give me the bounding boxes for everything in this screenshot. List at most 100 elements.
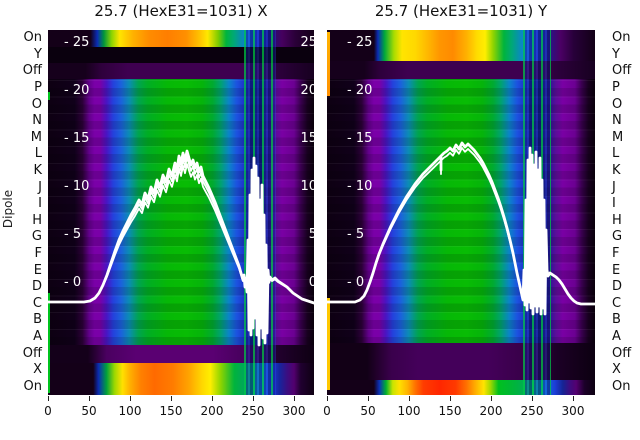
row-label-a: A [612, 328, 621, 344]
x-tick-label: 250 [241, 404, 265, 418]
x-tick-mark [171, 396, 173, 401]
row-label-g: G [31, 229, 42, 245]
value-label-left: - 5 [347, 227, 365, 242]
curve-polyline [327, 141, 595, 316]
row-label-o: O [31, 96, 42, 112]
value-label-left: - 0 [64, 275, 82, 290]
plot-title-y: 25.7 (HexE31=1031) Y [374, 2, 548, 20]
row-label-p: P [34, 80, 42, 96]
value-label-left: - 10 [347, 179, 373, 194]
row-label-x: X [612, 362, 621, 378]
x-tick-label: 300 [561, 404, 585, 418]
x-tick-mark [253, 396, 255, 401]
row-label-g: G [612, 229, 623, 245]
x-tick-mark [368, 396, 370, 401]
value-label-right: 0 [308, 275, 314, 290]
row-label-c: C [32, 295, 42, 311]
row-label-b: B [33, 312, 42, 328]
x-tick-label: 250 [520, 404, 544, 418]
row-label-n: N [612, 113, 622, 129]
value-label-left: - 25 [347, 35, 373, 50]
row-label-d: D [612, 279, 623, 295]
row-label-a: A [33, 328, 42, 344]
x-tick-label: 300 [282, 404, 306, 418]
x-tick-label: 50 [360, 404, 376, 418]
value-label-right: 10 [300, 179, 314, 194]
row-label-p: P [612, 80, 620, 96]
x-tick-label: 200 [200, 404, 224, 418]
row-label-n: N [32, 113, 42, 129]
x-tick-mark [327, 396, 329, 401]
row-label-on: On [23, 30, 42, 46]
row-label-d: D [31, 279, 42, 295]
x-tick-label: 100 [397, 404, 421, 418]
row-label-e: E [612, 262, 621, 278]
x-tick-mark [491, 396, 493, 401]
x-tick-label: 50 [81, 404, 97, 418]
row-label-b: B [612, 312, 621, 328]
value-label-left: - 15 [64, 131, 90, 146]
x-tick-mark [212, 396, 214, 401]
row-label-i: I [38, 196, 42, 212]
heatmap-plot-y: - 25 - 20 - 15 - 10 - 5 - 0 [327, 30, 595, 395]
row-label-off: Off [22, 345, 42, 361]
value-label-left: - 0 [347, 275, 365, 290]
row-label-i: I [612, 196, 616, 212]
value-label-left: - 20 [347, 83, 373, 98]
row-label-m: M [30, 129, 42, 145]
x-tick-label: 150 [438, 404, 462, 418]
row-label-on: On [23, 378, 42, 394]
row-label-e: E [33, 262, 42, 278]
row-label-m: M [612, 129, 624, 145]
row-label-on: On [612, 378, 631, 394]
x-tick-label: 150 [159, 404, 183, 418]
overlay-curve [48, 149, 314, 347]
row-label-c: C [612, 295, 622, 311]
value-label-right: 5 [308, 227, 314, 242]
overlay-curve [327, 141, 595, 316]
row-label-k: K [612, 163, 621, 178]
row-label-k: K [33, 163, 42, 178]
value-label-left: - 15 [347, 131, 373, 146]
x-tick-mark [573, 396, 575, 401]
row-label-y: Y [34, 46, 42, 62]
x-tick-label: 100 [118, 404, 142, 418]
edge-strip [327, 298, 330, 390]
value-label-left: - 10 [64, 179, 90, 194]
edge-strip [327, 32, 330, 96]
value-label-left: - 20 [64, 83, 90, 98]
row-label-l: L [612, 146, 620, 162]
x-tick-mark [89, 396, 91, 401]
edge-strip [48, 92, 50, 100]
row-label-f: F [34, 245, 42, 261]
row-label-on: On [612, 30, 631, 46]
row-label-y: Y [612, 46, 620, 62]
x-tick-mark [450, 396, 452, 401]
row-label-j: J [38, 179, 42, 195]
row-label-x: X [33, 362, 42, 378]
x-tick-mark [48, 396, 50, 401]
x-tick-label: 0 [323, 404, 331, 418]
curve-polyline [48, 163, 314, 346]
value-label-right: 25 [300, 35, 314, 50]
right-axis-label-column: On Y Off P O N M L K J I H G F E D C B A Off X On [611, 0, 640, 440]
x-tick-mark [532, 396, 534, 401]
x-tick-mark [294, 396, 296, 401]
value-label-right: 15 [300, 131, 314, 146]
left-axis-label-column: On Y Off P O N M L K J I H G F E D C B A Off X On [0, 0, 43, 440]
x-tick-label: 0 [44, 404, 52, 418]
x-tick-mark [130, 396, 132, 401]
plot-title-x: 25.7 (HexE31=1031) X [94, 2, 268, 20]
heatmap-plot-x: - 25 - 20 - 15 - 10 - 5 - 0 25 20 15 10 5 0 [48, 30, 314, 395]
row-label-f: F [612, 245, 620, 261]
value-label-left: - 5 [64, 227, 82, 242]
row-label-off: Off [22, 63, 42, 79]
edge-strip [48, 293, 50, 393]
row-label-off: Off [612, 345, 632, 361]
curve-polyline [327, 147, 595, 315]
x-axis: 0 50 100 150 200 250 300 0 50 100 150 200 250 300 [0, 395, 640, 425]
value-label-left: - 25 [64, 35, 90, 50]
row-label-h: H [612, 212, 622, 228]
row-label-l: L [34, 146, 42, 162]
